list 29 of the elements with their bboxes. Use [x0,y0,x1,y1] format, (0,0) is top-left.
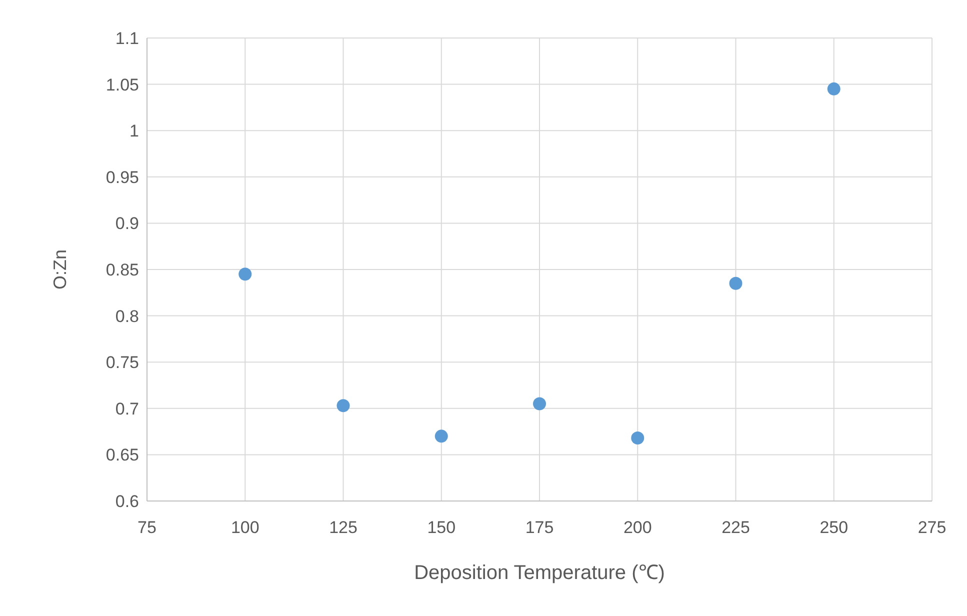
y-tick-label: 0.75 [106,353,139,372]
x-tick-label: 150 [427,518,456,537]
point [336,399,350,412]
y-tick-label: 0.6 [115,492,139,511]
y-tick-label: 0.95 [106,168,139,187]
y-tick-label: 1.05 [106,75,139,94]
point [729,276,742,290]
point [631,432,644,445]
x-tick-label: 200 [623,518,652,537]
x-tick-label: 75 [138,518,156,537]
x-axis-title: Deposition Temperature (℃) [414,562,665,584]
x-tick-label: 275 [918,518,946,537]
point [533,397,546,410]
x-tick-label: 100 [230,518,260,537]
point [238,268,252,281]
y-tick-label: 0.8 [115,306,139,326]
y-tick-label: 0.7 [115,399,139,418]
x-tick-label: 125 [329,518,358,537]
point [434,430,448,443]
x-tick-label: 175 [525,518,554,537]
x-tick-label: 250 [820,518,848,537]
x-tick-label: 225 [722,518,750,537]
y-tick-label: 0.85 [106,260,139,280]
point [827,82,840,96]
y-tick-label: 1.1 [115,28,139,48]
y-tick-label: 0.65 [106,446,139,465]
y-tick-label: 0.9 [115,214,139,234]
y-tick-label: 1 [130,122,139,141]
y-axis-title: O:Zn [50,249,70,290]
